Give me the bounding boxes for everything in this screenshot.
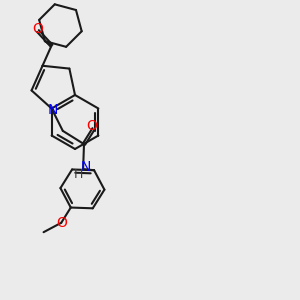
Text: H: H <box>74 168 83 181</box>
Text: N: N <box>47 103 58 116</box>
Text: O: O <box>56 216 67 230</box>
Text: O: O <box>86 119 97 133</box>
Text: O: O <box>32 22 43 36</box>
Text: N: N <box>81 160 91 174</box>
